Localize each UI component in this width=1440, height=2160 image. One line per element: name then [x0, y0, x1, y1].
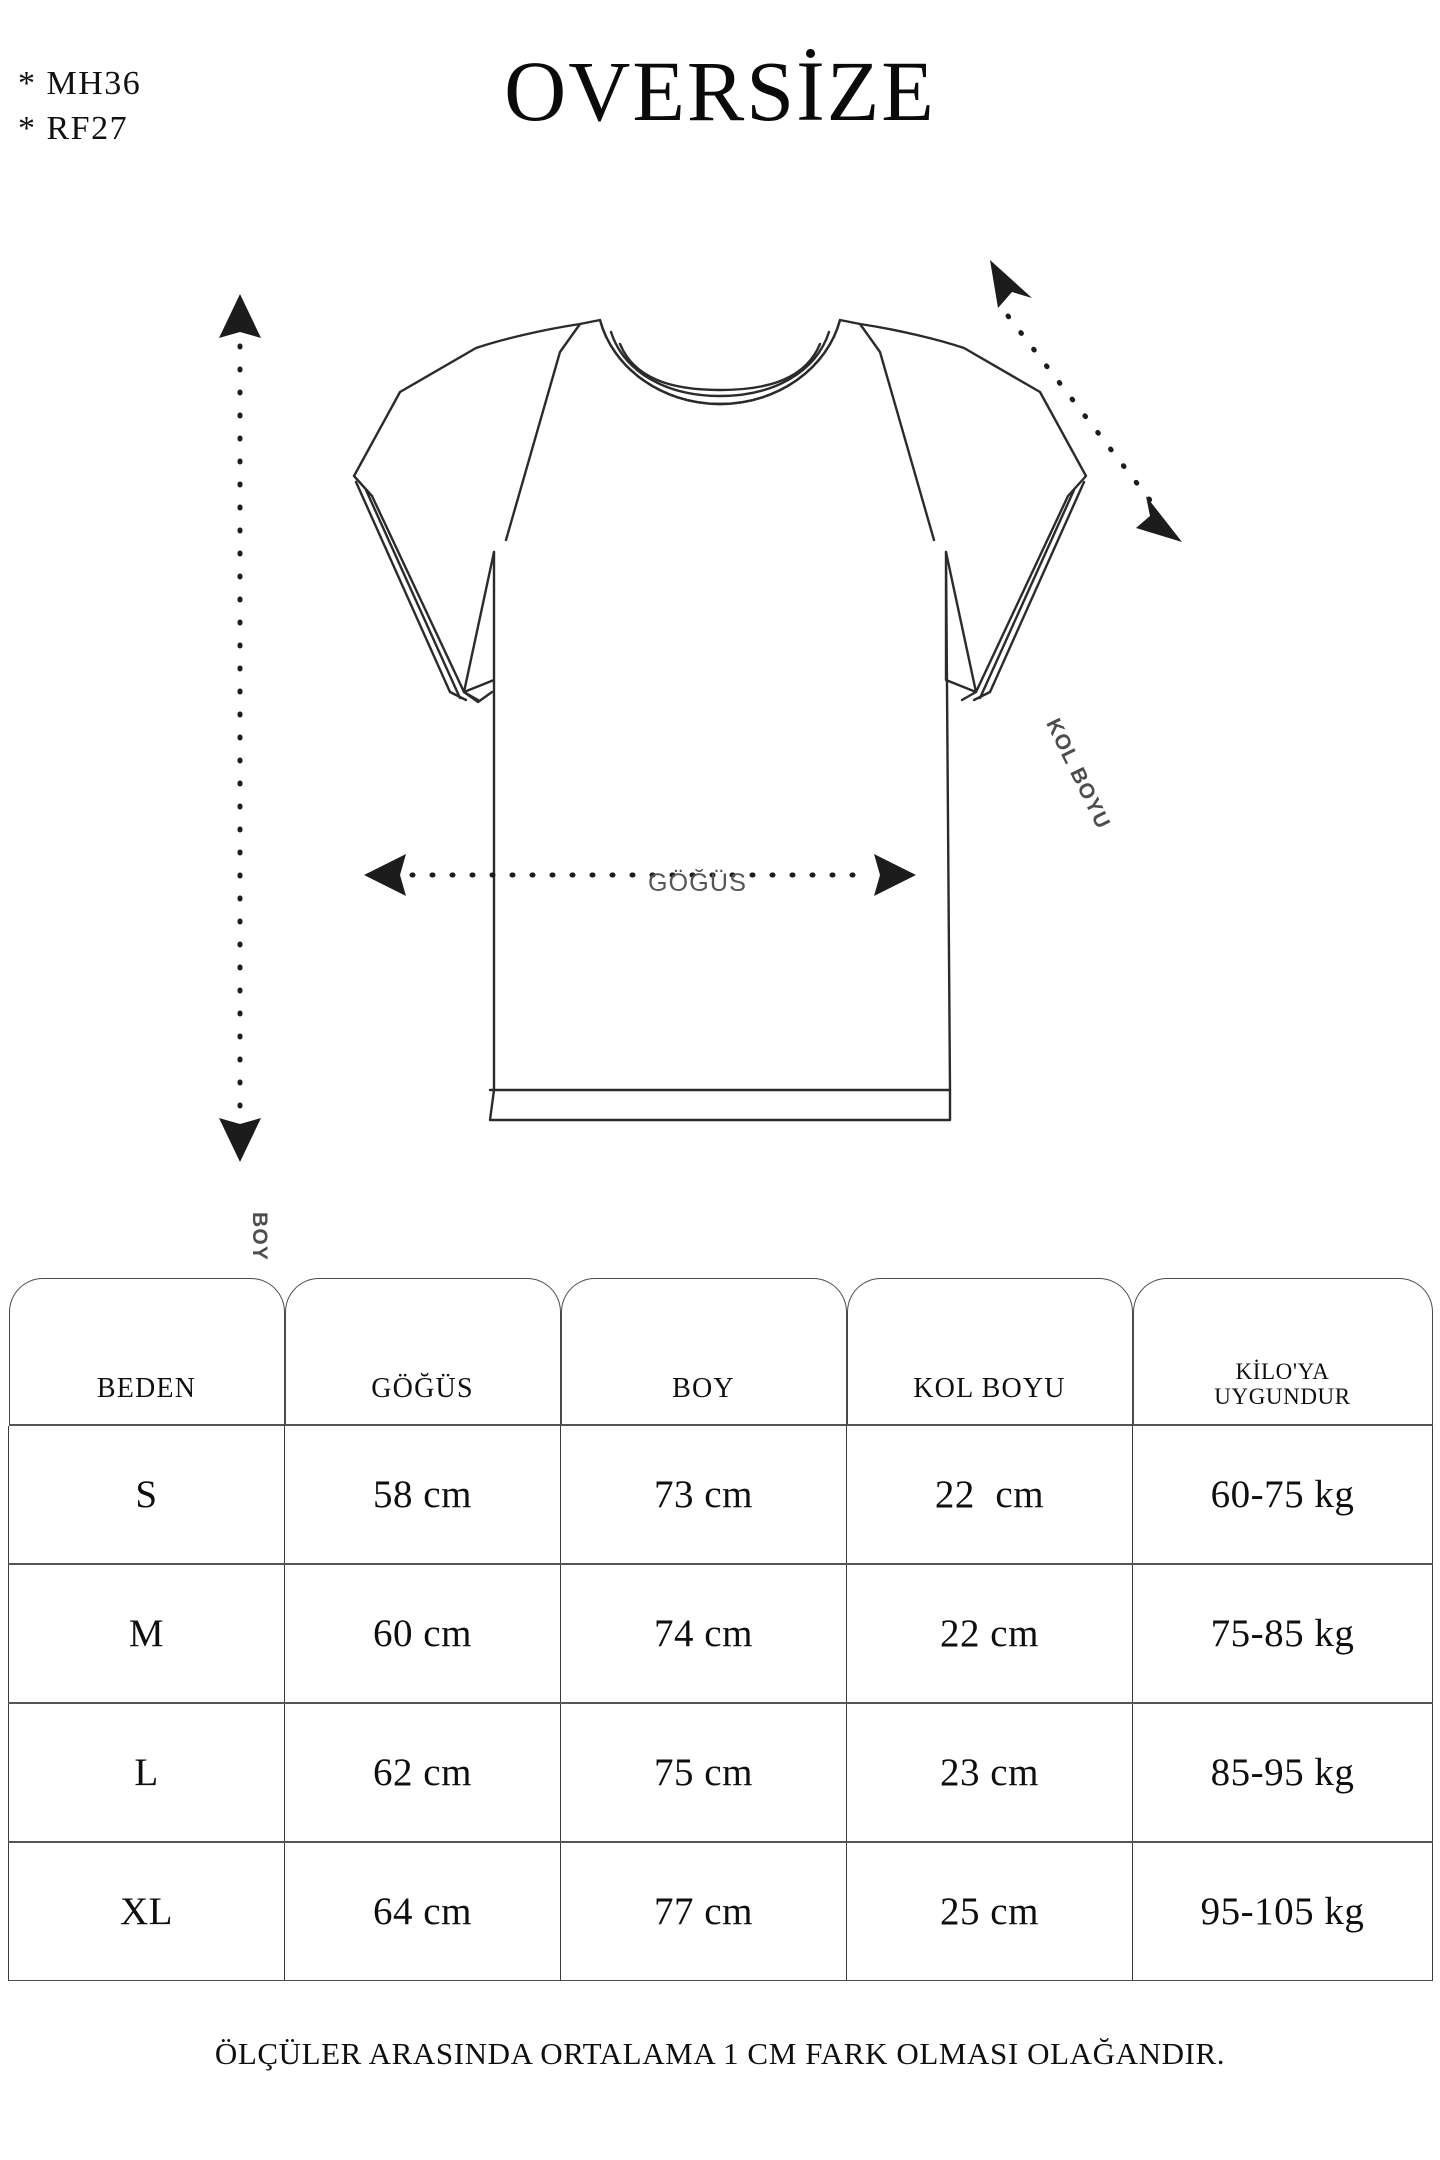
arrow-head-lower: [1136, 496, 1182, 542]
column-header-boy: BOY: [560, 1278, 847, 1426]
column-header-kol-boyu: KOL BOYU: [846, 1278, 1133, 1426]
column-header-boy-label: BOY: [672, 1372, 735, 1404]
cell-boy: 77 cm: [560, 1842, 847, 1981]
arrow-head-down: [219, 1118, 261, 1162]
measurement-tolerance-note: ÖLÇÜLER ARASINDA ORTALAMA 1 CM FARK OLMA…: [214, 2036, 1226, 2071]
product-code-1: * MH36: [18, 65, 142, 102]
arrow-head-left: [364, 854, 406, 896]
size-table: BEDEN GÖĞÜS BOY KOL BOYU KİLO'YA UYGUNDU…: [8, 1278, 1433, 1981]
cell-beden: L: [8, 1703, 285, 1843]
sleeve-measure-arrow: [990, 260, 1182, 542]
length-measure-arrow: [219, 294, 261, 1162]
cell-gogus: 58 cm: [284, 1426, 561, 1565]
product-code-2: * RF27: [18, 109, 129, 147]
chest-measure-arrow: [364, 854, 916, 896]
table-row: S 58 cm 73 cm 22 cm 60-75 kg: [8, 1426, 1433, 1565]
page-title: OVERSİZE: [504, 43, 936, 139]
table-row: M 60 cm 74 cm 22 cm 75-85 kg: [8, 1564, 1433, 1704]
arrow-head-right: [874, 854, 916, 896]
cell-kilo: 95-105 kg: [1132, 1842, 1433, 1981]
cell-beden: XL: [8, 1842, 285, 1981]
column-header-kilo-line2: UYGUNDUR: [1214, 1384, 1351, 1410]
table-header: BEDEN GÖĞÜS BOY KOL BOYU KİLO'YA UYGUNDU…: [8, 1278, 1433, 1426]
table-row: L 62 cm 75 cm 23 cm 85-95 kg: [8, 1703, 1433, 1843]
arrow-head-up: [219, 294, 261, 338]
cell-kol-boyu: 22 cm: [846, 1564, 1133, 1704]
cell-boy: 73 cm: [560, 1426, 847, 1565]
product-codes: * MH36 * RF27: [18, 62, 141, 152]
cell-boy: 75 cm: [560, 1703, 847, 1843]
arrow-head-upper: [990, 260, 1032, 308]
table-body: S 58 cm 73 cm 22 cm 60-75 kg M 60 cm 74 …: [8, 1426, 1433, 1981]
cell-gogus: 64 cm: [284, 1842, 561, 1981]
cell-gogus: 62 cm: [284, 1703, 561, 1843]
column-header-kilo-line1: KİLO'YA: [1235, 1358, 1330, 1384]
length-label: BOY: [248, 1212, 271, 1262]
column-header-gogus: GÖĞÜS: [284, 1278, 561, 1426]
table-row: XL 64 cm 77 cm 25 cm 95-105 kg: [8, 1842, 1433, 1981]
cell-kol-boyu: 22 cm: [846, 1426, 1133, 1565]
cell-kol-boyu: 25 cm: [846, 1842, 1133, 1981]
table-header-row: BEDEN GÖĞÜS BOY KOL BOYU KİLO'YA UYGUNDU…: [8, 1278, 1433, 1426]
cell-beden: M: [8, 1564, 285, 1704]
column-header-kol-boyu-label: KOL BOYU: [913, 1372, 1066, 1404]
tshirt-illustration-svg: [352, 318, 1088, 1122]
cell-kol-boyu: 23 cm: [846, 1703, 1133, 1843]
cell-beden: S: [8, 1426, 285, 1565]
size-table-wrapper: BEDEN GÖĞÜS BOY KOL BOYU KİLO'YA UYGUNDU…: [8, 1278, 1433, 1981]
cell-kilo: 75-85 kg: [1132, 1564, 1433, 1704]
column-header-beden-label: BEDEN: [96, 1372, 197, 1404]
cell-boy: 74 cm: [560, 1564, 847, 1704]
chest-label: GÖĞÜS: [648, 869, 748, 897]
tshirt-measurement-diagram: GÖĞÜS BOY KOL BOYU: [0, 260, 1440, 1262]
column-header-gogus-label: GÖĞÜS: [371, 1372, 474, 1404]
cell-kilo: 85-95 kg: [1132, 1703, 1433, 1843]
cell-kilo: 60-75 kg: [1132, 1426, 1433, 1565]
column-header-kilo: KİLO'YA UYGUNDUR: [1132, 1278, 1433, 1426]
cell-gogus: 60 cm: [284, 1564, 561, 1704]
column-header-beden: BEDEN: [8, 1278, 285, 1426]
